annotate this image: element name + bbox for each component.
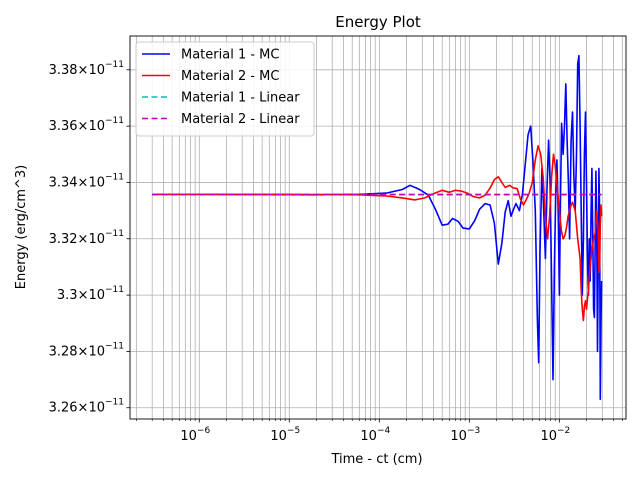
y-tick-label: 3.32×10−11: [49, 229, 124, 247]
chart-title: Energy Plot: [335, 13, 421, 31]
legend: Material 1 - MC Material 2 - MC Material 1…: [135, 41, 315, 137]
y-tick-label: 3.38×10−11: [49, 60, 124, 78]
y-tick-label: 3.26×10−11: [49, 398, 124, 416]
y-tick-label: 3.34×10−11: [49, 172, 124, 190]
legend-label-4: Material 2 - Linear: [181, 112, 300, 127]
legend-label-1: Material 1 - MC: [181, 48, 279, 63]
plot-area: 10−6 10−5 10−4 10−3 10−2 3.26×10−11 3.28×10−11…: [49, 35, 627, 444]
x-tick-label: 10−2: [540, 426, 570, 444]
x-axis-label: Time - ct (cm): [330, 452, 422, 467]
x-tick-label: 10−4: [360, 426, 390, 444]
series-line-2: [152, 145, 603, 322]
x-tick-label: 10−6: [180, 426, 210, 444]
x-tick-label: 10−3: [450, 426, 480, 444]
legend-label-2: Material 2 - MC: [181, 69, 279, 84]
y-axis-label: Energy (erg/cm^3): [14, 165, 29, 290]
legend-box: [135, 41, 315, 137]
axes-frame: [129, 35, 627, 420]
y-tick-label: 3.36×10−11: [49, 116, 124, 134]
x-tick-label: 10−5: [270, 426, 300, 444]
y-tick-label: 3.3×10−11: [57, 285, 124, 303]
legend-label-3: Material 1 - Linear: [181, 91, 300, 106]
y-tick-label: 3.28×10−11: [49, 341, 124, 359]
